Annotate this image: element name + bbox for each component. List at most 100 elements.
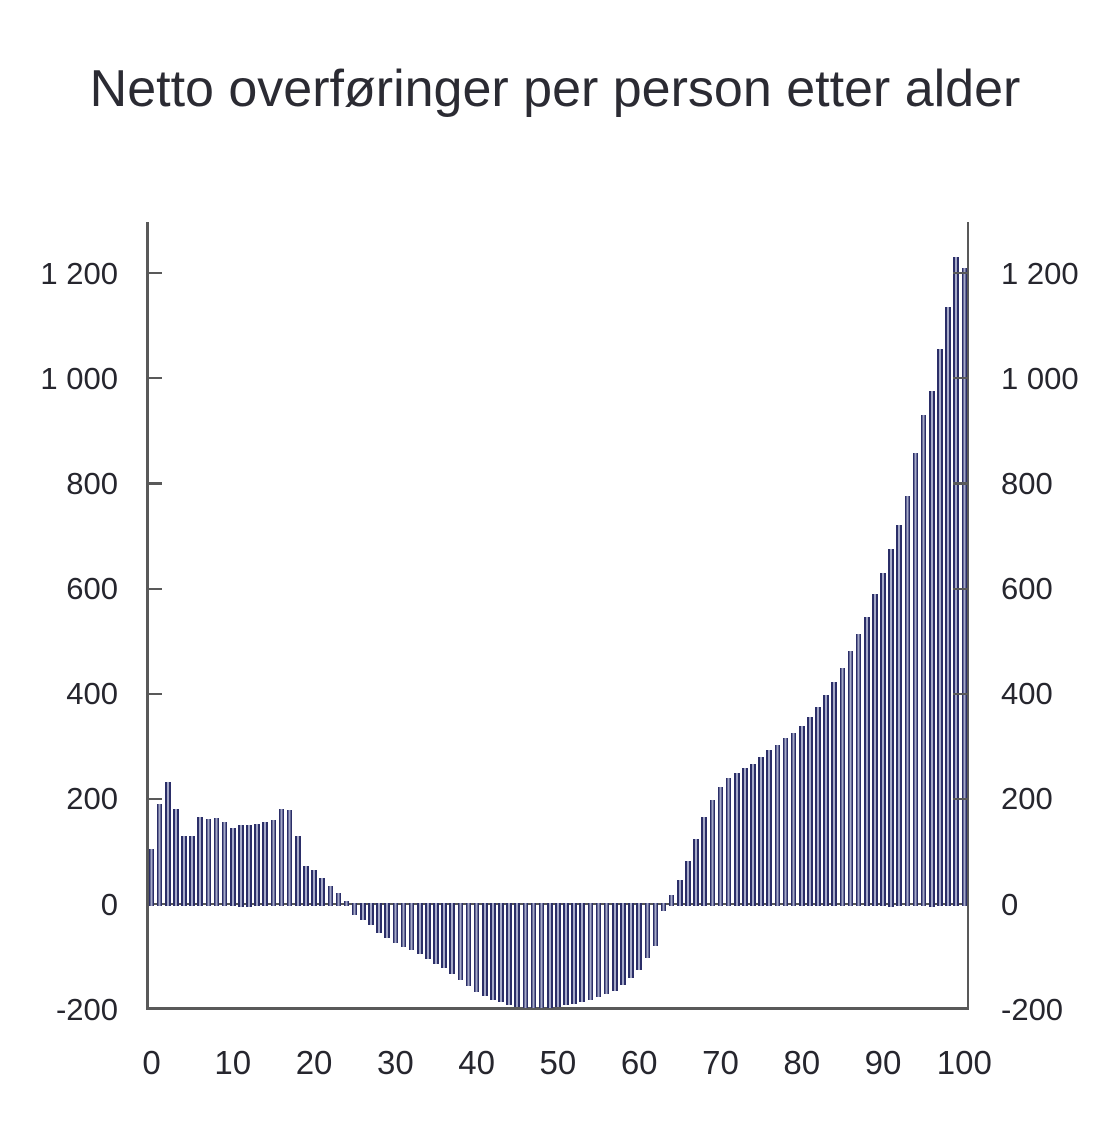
y-axis-label-left--200: -200 bbox=[55, 991, 118, 1027]
bar-age-93 bbox=[904, 495, 911, 907]
chart-title: Netto overføringer per person etter alde… bbox=[89, 60, 1021, 118]
bar-age-51 bbox=[563, 903, 569, 1006]
y-tick-left-800 bbox=[148, 482, 162, 485]
x-axis-label-40: 40 bbox=[458, 1044, 495, 1081]
bar-age-15 bbox=[270, 819, 277, 907]
y-axis-right-line bbox=[966, 222, 969, 1009]
bar-age-0 bbox=[148, 848, 155, 907]
y-tick-left-200 bbox=[148, 797, 162, 801]
bar-age-83 bbox=[823, 694, 829, 907]
bar-age-6 bbox=[197, 817, 204, 907]
x-axis-label-70: 70 bbox=[702, 1044, 739, 1081]
bar-age-76 bbox=[766, 749, 773, 907]
bar-age-57 bbox=[611, 903, 618, 992]
x-axis-label-20: 20 bbox=[295, 1044, 333, 1081]
bar-age-7 bbox=[205, 818, 212, 907]
x-axis-label-60: 60 bbox=[620, 1044, 658, 1081]
bar-age-35 bbox=[433, 903, 439, 965]
y-axis-label-right-200: 200 bbox=[1001, 781, 1053, 817]
x-axis-label-0: 0 bbox=[142, 1044, 161, 1081]
bar-age-89 bbox=[872, 593, 878, 907]
bar-age-80 bbox=[798, 726, 805, 907]
bar-age-72 bbox=[733, 772, 740, 907]
y-axis-label-right-400: 400 bbox=[1001, 676, 1053, 712]
bar-age-11 bbox=[238, 825, 244, 907]
bar-age-46 bbox=[522, 903, 529, 1008]
bar-age-52 bbox=[571, 903, 577, 1004]
bar-age-2 bbox=[164, 782, 171, 907]
bar-age-91 bbox=[888, 549, 894, 907]
bar-age-9 bbox=[221, 822, 228, 907]
y-axis-label-right-1200: 1 200 bbox=[1001, 255, 1079, 291]
bar-age-26 bbox=[360, 903, 366, 920]
bar-age-23 bbox=[335, 893, 342, 907]
bar-age-10 bbox=[229, 827, 236, 907]
y-tick-left-1000 bbox=[148, 377, 162, 380]
bar-age-65 bbox=[677, 879, 683, 907]
bar-age-44 bbox=[506, 903, 512, 1005]
y-tick-left-1200 bbox=[148, 272, 162, 275]
bar-age-79 bbox=[790, 732, 797, 907]
bar-age-31 bbox=[400, 903, 407, 948]
bar-age-25 bbox=[351, 903, 358, 915]
y-tick-right-800 bbox=[953, 482, 967, 485]
x-axis-label-50: 50 bbox=[539, 1044, 577, 1081]
bar-age-21 bbox=[319, 877, 325, 907]
bar-age-42 bbox=[490, 903, 496, 1000]
bar-age-75 bbox=[758, 756, 764, 907]
y-axis-left-line bbox=[146, 222, 149, 1009]
bar-age-98 bbox=[945, 307, 951, 907]
bar-age-33 bbox=[416, 903, 423, 954]
bar-age-50 bbox=[555, 903, 561, 1007]
bar-age-32 bbox=[408, 903, 415, 951]
y-axis-label-right-800: 800 bbox=[1001, 465, 1053, 501]
x-axis-label-80: 80 bbox=[783, 1044, 821, 1081]
y-tick-right-400 bbox=[953, 692, 967, 695]
bar-age-18 bbox=[295, 835, 301, 907]
bar-age-100 bbox=[961, 267, 968, 907]
bar-age-55 bbox=[595, 903, 602, 998]
bar-age-70 bbox=[717, 786, 724, 907]
y-tick-right-1200 bbox=[953, 272, 967, 275]
bar-age-77 bbox=[774, 744, 781, 907]
bar-age-78 bbox=[782, 738, 789, 907]
bar-age-3 bbox=[173, 809, 179, 907]
bar-age-84 bbox=[831, 682, 838, 907]
x-axis-label-100: 100 bbox=[936, 1044, 992, 1081]
x-axis-label-10: 10 bbox=[214, 1044, 252, 1081]
bar-age-54 bbox=[587, 903, 594, 1000]
bar-age-37 bbox=[449, 903, 456, 974]
bar-age-45 bbox=[514, 903, 521, 1007]
bar-age-94 bbox=[912, 452, 919, 907]
bar-age-87 bbox=[855, 633, 862, 907]
bar-age-92 bbox=[896, 525, 903, 907]
bar-age-14 bbox=[262, 822, 269, 907]
bar-age-22 bbox=[327, 885, 334, 907]
x-axis-label-90: 90 bbox=[864, 1044, 902, 1081]
bar-age-4 bbox=[181, 835, 187, 907]
y-tick-left-400 bbox=[148, 692, 162, 695]
bar-age-47 bbox=[530, 903, 537, 1009]
x-axis-line bbox=[146, 1007, 969, 1010]
bar-age-88 bbox=[863, 617, 870, 907]
bar-age-62 bbox=[652, 903, 659, 946]
bar-age-30 bbox=[392, 903, 399, 944]
bar-age-63 bbox=[660, 903, 667, 912]
bar-age-28 bbox=[376, 903, 382, 933]
bar-age-90 bbox=[880, 572, 886, 907]
bar-age-36 bbox=[441, 903, 447, 969]
bar-age-99 bbox=[953, 257, 959, 907]
bar-age-85 bbox=[839, 668, 846, 907]
bar-age-53 bbox=[579, 903, 586, 1003]
y-axis-label-right--200: -200 bbox=[1001, 991, 1064, 1027]
bar-age-1 bbox=[156, 804, 163, 907]
bar-age-97 bbox=[937, 349, 943, 907]
bar-age-73 bbox=[742, 768, 748, 907]
bar-age-16 bbox=[278, 809, 285, 907]
y-tick-right-1000 bbox=[953, 377, 967, 380]
y-axis-label-left-400: 400 bbox=[66, 676, 118, 712]
bar-age-8 bbox=[213, 818, 220, 907]
bar-age-29 bbox=[384, 903, 390, 939]
bar-age-68 bbox=[701, 816, 707, 907]
